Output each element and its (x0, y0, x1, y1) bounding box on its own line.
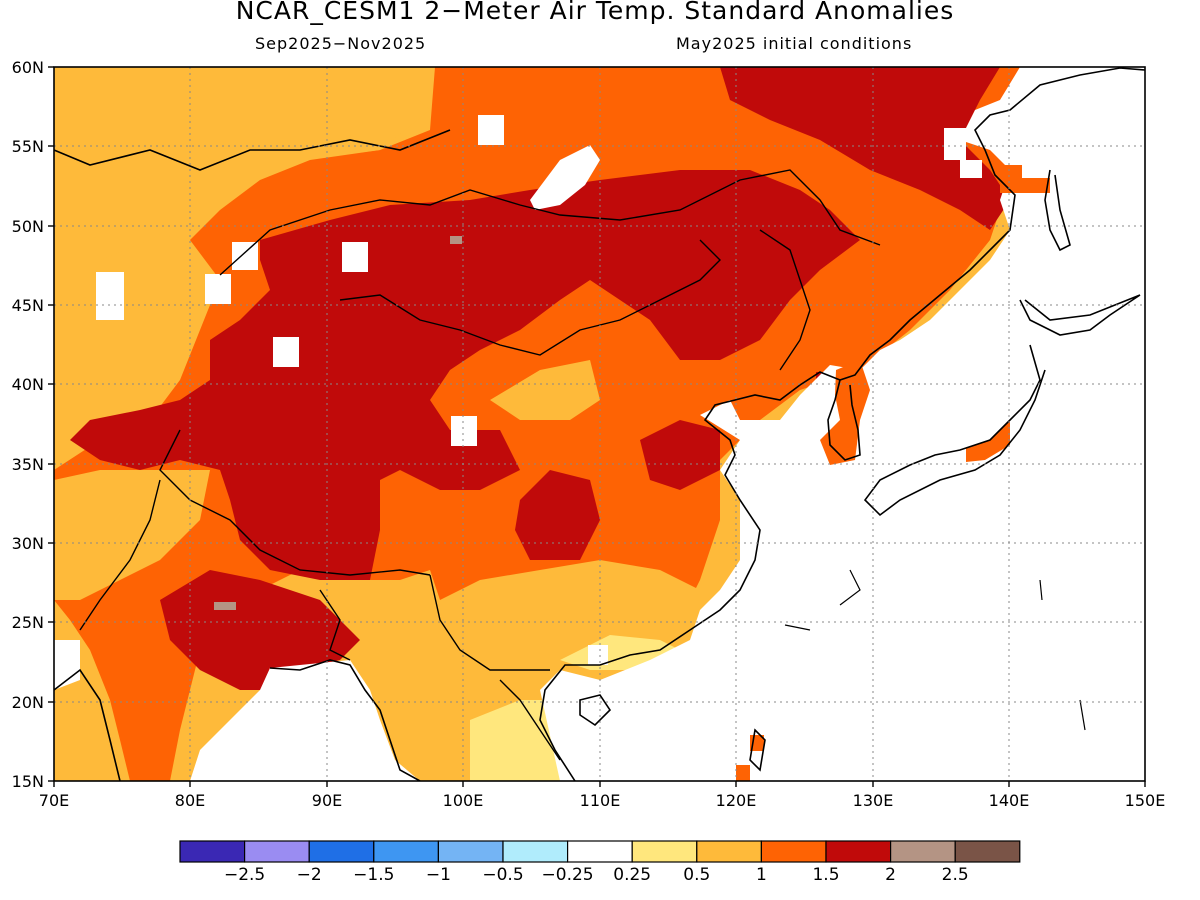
lat-tick-label: 35N (12, 455, 44, 474)
lake-qinghai-mask (451, 416, 477, 446)
anomaly-region-korea-land (820, 360, 870, 465)
legend-swatch (954, 840, 1021, 863)
lon-tick-label: 110E (580, 791, 621, 810)
legend-tick-label: −2.5 (224, 865, 265, 885)
ocean-mask-bay-of-bengal (190, 660, 420, 781)
forecast-period: Sep2025−Nov2025 (255, 34, 427, 53)
ocean-mask-arabian-sea (54, 640, 80, 690)
legend-tick-label: 2.5 (942, 865, 969, 885)
ocean-mask-okhotsk (944, 128, 966, 160)
lon-tick-label: 130E (853, 791, 894, 810)
legend-labels: −2.5 −2 −1.5 −1 −0.5 −0.25 0.25 0.5 1 1.5 2 2.5 (224, 865, 969, 885)
lon-tick-label: 70E (39, 791, 69, 810)
anomaly-cell-mongolia (450, 236, 462, 244)
legend-swatch (502, 840, 569, 863)
lat-tick-label: 40N (12, 375, 44, 394)
ocean-mask-okhotsk-2 (960, 160, 982, 178)
legend-tick-label: −1.5 (353, 865, 394, 885)
lat-tick-label: 55N (12, 137, 44, 156)
legend-swatch (825, 840, 892, 863)
legend-tick-label: 0.5 (683, 865, 710, 885)
anomaly-region-1.5to2-main (70, 170, 860, 580)
lon-tick-label: 150E (1125, 791, 1166, 810)
legend-swatch (631, 840, 698, 863)
anomaly-region-1.5to2-north (720, 67, 1010, 230)
map-plot-area (54, 67, 1145, 781)
legend-swatch (179, 840, 246, 863)
legend-swatch (244, 840, 310, 863)
map-grid (54, 67, 1145, 781)
anomaly-region-1.5to2-central (515, 470, 600, 560)
anomaly-region-0.5to1-central (490, 360, 600, 420)
lake-baikal-mask (530, 145, 600, 210)
lake-alakol-mask (232, 242, 258, 270)
island-outlines (784, 569, 1086, 731)
anomaly-region-1.5to2-east (640, 420, 720, 490)
legend-tick-label: −1 (426, 865, 451, 885)
lon-tick-label: 140E (989, 791, 1030, 810)
lat-tick-label: 25N (12, 613, 44, 632)
anomaly-region-1.5to2-south (160, 570, 360, 690)
anomaly-cell-tibet (214, 602, 236, 610)
lat-tick-label: 50N (12, 217, 44, 236)
lake-coast-mask (588, 645, 608, 665)
anomaly-cell-taiwan-south (736, 765, 750, 781)
legend-swatch (760, 840, 827, 863)
lon-tick-label: 90E (312, 791, 342, 810)
legend-swatch (696, 840, 762, 863)
coastlines (54, 67, 1145, 781)
axis-ticks (48, 66, 1146, 787)
lake-uvs-mask (342, 242, 368, 272)
legend-tick-label: 1.5 (812, 865, 839, 885)
legend-swatch (437, 840, 504, 863)
legend-tick-label: 0.25 (613, 865, 651, 885)
initial-conditions: May2025 initial conditions (676, 34, 913, 53)
lake-north-mask (478, 115, 504, 145)
legend-tick-label: −2 (297, 865, 322, 885)
legend-colorbar (179, 840, 1021, 863)
lat-tick-label: 30N (12, 534, 44, 553)
lon-tick-label: 100E (443, 791, 484, 810)
lake-balkhash-mask (205, 274, 231, 304)
legend-tick-label: −0.5 (482, 865, 523, 885)
lat-tick-label: 20N (12, 693, 44, 712)
anomaly-region-0.5to1-west (54, 470, 210, 600)
legend-swatch (566, 840, 633, 863)
lake-aral-mask (96, 272, 124, 320)
lon-tick-label: 120E (716, 791, 757, 810)
lake-issyk-kul-mask (273, 337, 299, 367)
latitude-labels: 60N 55N 50N 45N 40N 35N 30N 25N 20N 15N (12, 58, 44, 791)
lat-tick-label: 45N (12, 296, 44, 315)
legend-swatch (373, 840, 439, 863)
legend-swatch (889, 840, 956, 863)
anomaly-cell-sakhalin-2 (1022, 178, 1050, 193)
anomaly-cell-sakhalin (1000, 165, 1022, 193)
country-borders (79, 169, 881, 761)
anomaly-region-0.5to1-north (54, 67, 430, 300)
lat-tick-label: 60N (12, 58, 44, 77)
legend-tick-label: −0.25 (542, 865, 594, 885)
lon-tick-label: 80E (175, 791, 205, 810)
chart-title: NCAR_CESM1 2−Meter Air Temp. Standard An… (235, 0, 955, 25)
lat-tick-label: 15N (12, 772, 44, 791)
legend-tick-label: 2 (885, 865, 896, 885)
longitude-labels: 70E 80E 90E 100E 110E 120E 130E 140E 150… (39, 791, 1166, 810)
legend-tick-label: 1 (756, 865, 767, 885)
legend-swatch (308, 840, 375, 863)
